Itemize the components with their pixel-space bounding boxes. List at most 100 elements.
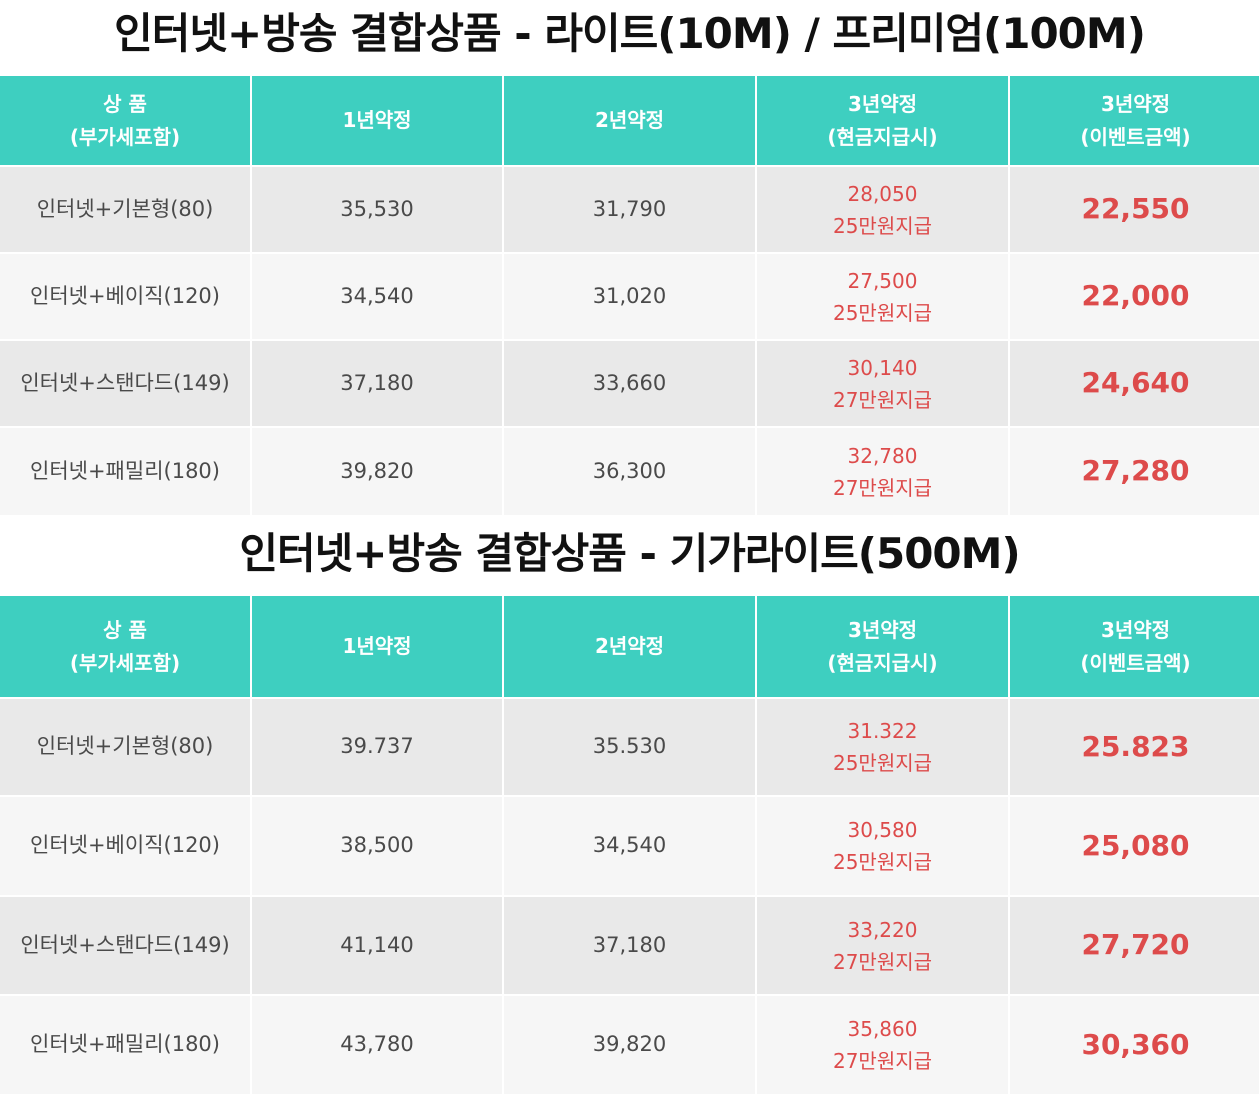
year3-cash-gift: 25만원지급 — [832, 213, 933, 238]
year3-cash-gift: 25만원지급 — [832, 751, 933, 775]
product-name: 인터넷+기본형(80) — [36, 734, 214, 759]
year3-cash-gift: 27만원지급 — [832, 387, 933, 412]
year2-price-cell: 34,540 — [504, 797, 755, 895]
product-name: 인터넷+패밀리(180) — [30, 1032, 220, 1057]
year3-cash-price: 32,780 — [847, 443, 918, 468]
year2-price: 36,300 — [592, 458, 667, 483]
year3-event-price: 25.823 — [1081, 729, 1190, 763]
year3-event-price: 25,080 — [1081, 828, 1190, 862]
year3-event-cell: 22,550 — [1010, 167, 1259, 252]
product-name: 인터넷+스탠다드(149) — [20, 370, 230, 395]
year1-price: 37,180 — [340, 370, 414, 395]
header-year1: 1년약정 — [252, 76, 502, 165]
year3-event-cell: 22,000 — [1010, 254, 1259, 339]
year1-price: 39.737 — [340, 734, 414, 759]
year3-event-price: 22,550 — [1081, 192, 1190, 226]
year3-cash-price: 30,580 — [847, 818, 918, 842]
year3-cash-price: 28,050 — [847, 181, 918, 206]
header-product-line: (부가세포함) — [69, 124, 181, 149]
year2-price: 33,660 — [592, 370, 667, 395]
header-year3-event-line: 3년약정 — [1100, 617, 1171, 642]
header-product-line: (부가세포함) — [69, 650, 181, 675]
header-product-line: 상 품 — [103, 617, 147, 642]
section-title: 인터넷+방송 결합상품 - 라이트(10M) / 프리미엄(100M) — [114, 9, 1146, 58]
year3-cash-gift: 27만원지급 — [832, 1049, 933, 1073]
year3-cash-gift: 27만원지급 — [832, 475, 933, 500]
year1-price-cell: 41,140 — [252, 897, 502, 994]
year3-cash-cell: 27,500 25만원지급 — [757, 254, 1008, 339]
header-year2-label: 2년약정 — [594, 108, 665, 132]
price-table-giga: 상 품 (부가세포함) 1년약정 2년약정 3년약정 (현금지급시) 3년약정 (이벤트금액)… — [0, 596, 1259, 1094]
year3-cash-price: 33,220 — [847, 917, 918, 942]
product-name-cell: 인터넷+기본형(80) — [0, 699, 250, 795]
year2-price-cell: 31,790 — [504, 167, 755, 252]
year1-price-cell: 37,180 — [252, 341, 502, 426]
header-year2-label: 2년약정 — [594, 634, 665, 658]
year2-price-cell: 36,300 — [504, 428, 755, 515]
header-year1-label: 1년약정 — [342, 108, 412, 132]
year2-price-cell: 39,820 — [504, 996, 755, 1094]
year3-cash-cell: 28,050 25만원지급 — [757, 167, 1008, 252]
year3-cash-price: 30,140 — [847, 355, 918, 380]
year2-price: 31,790 — [592, 196, 667, 221]
header-product: 상 품 (부가세포함) — [0, 596, 250, 697]
year3-event-cell: 30,360 — [1010, 996, 1259, 1094]
year1-price: 35,530 — [340, 196, 414, 221]
header-year3-event: 3년약정 (이벤트금액) — [1010, 76, 1259, 165]
year2-price: 37,180 — [592, 932, 667, 957]
year3-event-cell: 27,720 — [1010, 897, 1259, 994]
product-name: 인터넷+베이직(120) — [30, 283, 220, 308]
year3-cash-cell: 35,860 27만원지급 — [757, 996, 1008, 1094]
year1-price: 34,540 — [340, 283, 414, 308]
header-year1-label: 1년약정 — [342, 634, 412, 658]
year3-event-price: 22,000 — [1081, 279, 1190, 313]
product-name-cell: 인터넷+스탠다드(149) — [0, 341, 250, 426]
section-title: 인터넷+방송 결합상품 - 기가라이트(500M) — [239, 529, 1020, 578]
year1-price: 41,140 — [340, 932, 414, 957]
year3-event-price: 27,280 — [1081, 454, 1190, 488]
header-year3-event-line: (이벤트금액) — [1080, 650, 1191, 675]
year3-event-cell: 27,280 — [1010, 428, 1259, 515]
year1-price-cell: 35,530 — [252, 167, 502, 252]
year3-cash-cell: 32,780 27만원지급 — [757, 428, 1008, 515]
header-year3-cash-line: 3년약정 — [847, 617, 918, 642]
year3-event-cell: 25.823 — [1010, 699, 1259, 795]
year2-price: 31,020 — [592, 283, 667, 308]
product-name: 인터넷+기본형(80) — [36, 196, 214, 221]
year3-event-cell: 25,080 — [1010, 797, 1259, 895]
product-name: 인터넷+베이직(120) — [30, 833, 220, 858]
product-name: 인터넷+패밀리(180) — [30, 458, 220, 483]
header-year3-cash-line: (현금지급시) — [827, 124, 938, 149]
year1-price-cell: 34,540 — [252, 254, 502, 339]
year1-price-cell: 39.737 — [252, 699, 502, 795]
year3-cash-gift: 25만원지급 — [832, 850, 933, 874]
year1-price-cell: 43,780 — [252, 996, 502, 1094]
header-product-line: 상 품 — [103, 91, 147, 116]
year2-price: 39,820 — [592, 1032, 667, 1057]
year3-cash-price: 27,500 — [847, 268, 918, 293]
price-table-basic: 상 품 (부가세포함) 1년약정 2년약정 3년약정 (현금지급시) 3년약정 (이벤트금액)… — [0, 76, 1259, 515]
header-year3-cash-line: 3년약정 — [847, 91, 918, 116]
year2-price: 35.530 — [592, 734, 667, 759]
year3-cash-price: 31.322 — [847, 719, 918, 743]
year3-cash-gift: 25만원지급 — [832, 300, 933, 325]
header-year2: 2년약정 — [504, 596, 755, 697]
year1-price: 43,780 — [340, 1032, 414, 1057]
product-name-cell: 인터넷+베이직(120) — [0, 797, 250, 895]
header-year3-event-line: 3년약정 — [1100, 91, 1171, 116]
header-year2: 2년약정 — [504, 76, 755, 165]
header-year1: 1년약정 — [252, 596, 502, 697]
year3-cash-cell: 33,220 27만원지급 — [757, 897, 1008, 994]
year2-price-cell: 37,180 — [504, 897, 755, 994]
product-name-cell: 인터넷+기본형(80) — [0, 167, 250, 252]
year3-event-price: 24,640 — [1081, 366, 1190, 400]
product-name: 인터넷+스탠다드(149) — [20, 932, 230, 957]
product-name-cell: 인터넷+패밀리(180) — [0, 428, 250, 515]
year3-cash-price: 35,860 — [847, 1017, 918, 1041]
year3-cash-gift: 27만원지급 — [832, 949, 933, 974]
header-year3-cash-line: (현금지급시) — [827, 650, 938, 675]
year1-price-cell: 39,820 — [252, 428, 502, 515]
header-year3-cash: 3년약정 (현금지급시) — [757, 76, 1008, 165]
product-name-cell: 인터넷+베이직(120) — [0, 254, 250, 339]
product-name-cell: 인터넷+스탠다드(149) — [0, 897, 250, 994]
